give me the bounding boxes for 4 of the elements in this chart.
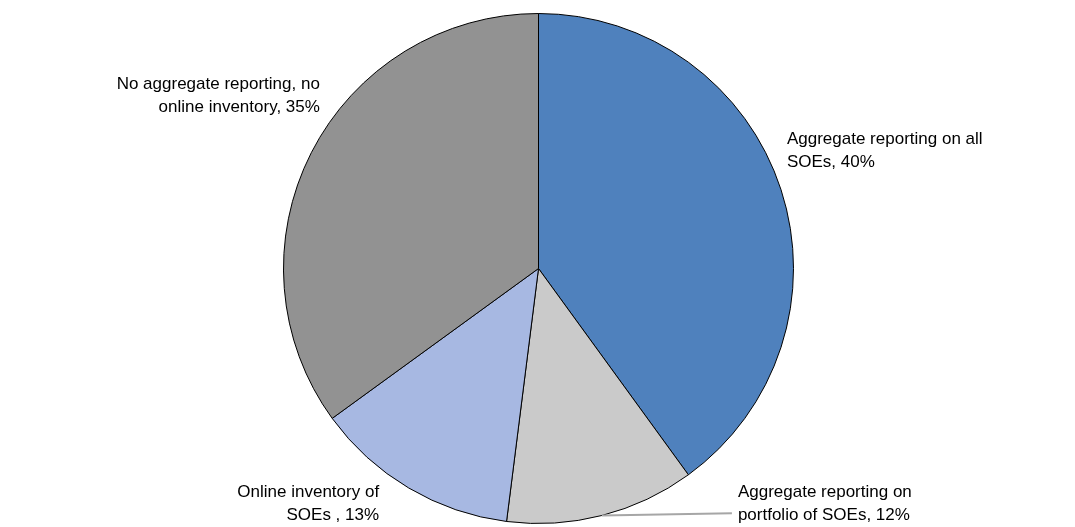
- slice-label: Aggregate reporting on all SOEs, 40%: [786, 129, 983, 172]
- slice-label: No aggregate reporting, no online inventory, 35%: [116, 73, 320, 116]
- slice-label: Aggregate reporting on portfolio of SOEs, 12%: [737, 482, 912, 524]
- slice-label: Online inventory of SOEs , 13%: [237, 482, 380, 524]
